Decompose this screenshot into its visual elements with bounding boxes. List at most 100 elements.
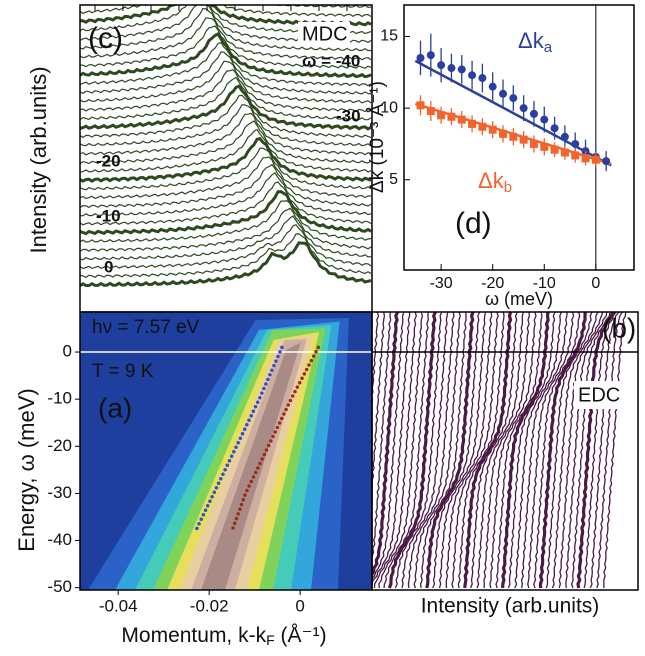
data-point (519, 104, 528, 113)
data-point (468, 119, 477, 128)
mdc-curve (80, 104, 372, 147)
x-tick-label: -20 (481, 275, 504, 292)
edc-curve (501, 312, 550, 589)
edc-label: EDC (578, 384, 620, 406)
energy-label: 0 (104, 257, 113, 276)
y-tick-label: 15 (380, 28, 398, 45)
label-bg (298, 22, 350, 46)
x-tick-label: -0.02 (190, 596, 229, 615)
edc-curve (469, 312, 518, 589)
y-tick-label: 0 (63, 342, 72, 361)
data-point (540, 142, 549, 151)
edc-curve (596, 312, 623, 589)
data-point (529, 109, 538, 118)
mdc-curve (80, 172, 372, 217)
data-point (447, 64, 456, 73)
y-tick-label: 5 (389, 171, 398, 188)
legend-name: Δk (478, 168, 505, 193)
intensity-map (80, 312, 372, 590)
mdc-curve (80, 94, 372, 139)
x-axis-label: ω (meV) (485, 289, 553, 309)
mdc-curve (80, 76, 372, 121)
edc-curve (495, 312, 543, 589)
panel-label: (d) (455, 207, 492, 240)
data-point (457, 115, 466, 124)
x-axis-label: Momentum, k-kF (Å⁻¹) (121, 624, 326, 648)
y-axis-label: Δk (10⁻³ Å⁻¹) (367, 81, 388, 193)
mdc-curve (80, 156, 372, 200)
data-point (591, 155, 600, 164)
mdc-curve (80, 215, 372, 261)
mdc-curve (80, 223, 372, 270)
data-point (478, 122, 487, 131)
data-point (416, 101, 425, 110)
mdc-curve (80, 233, 372, 279)
y-axis-label: Intensity (arb.units) (26, 66, 51, 253)
mdc-curve (80, 69, 372, 113)
edc-curve (373, 312, 417, 589)
data-point (560, 148, 569, 157)
y-tick-label: 10 (380, 99, 398, 116)
edc-curve (401, 312, 449, 589)
edc-curve (520, 312, 568, 589)
mdc-curves (80, 5, 372, 287)
edc-curve (576, 312, 615, 589)
energy-label: -20 (96, 151, 121, 170)
edc-curve (419, 312, 467, 589)
annotation: hν = 7.57 eV (92, 317, 200, 338)
data-point (426, 107, 435, 115)
mdc-curve (80, 163, 372, 209)
edc-curve (425, 312, 475, 589)
data-point (550, 124, 559, 133)
edc-curve (372, 312, 392, 565)
edc-curve (463, 312, 513, 589)
panel-label: (c) (88, 22, 123, 55)
data-point (571, 151, 580, 160)
edc-curve (538, 312, 587, 589)
x-label-part: Momentum, k-k (121, 624, 266, 647)
edc-curve (372, 312, 380, 411)
mdc-curve (80, 120, 372, 165)
edc-curve (372, 312, 411, 586)
edc-curve (570, 312, 611, 589)
y-tick-label: -50 (47, 577, 72, 596)
data-point (478, 74, 487, 83)
dispersion (230, 345, 321, 533)
edc-curve (603, 312, 627, 588)
legend-name: Δk (518, 28, 545, 53)
data-point (540, 115, 549, 124)
fit-line (414, 59, 612, 167)
annotation: T = 9 K (92, 361, 154, 382)
data-point (437, 111, 446, 120)
data-point (416, 54, 425, 62)
edc-curve (558, 312, 604, 589)
dispersion (193, 345, 284, 533)
edc-curve (372, 312, 386, 505)
mdc-curve (80, 137, 372, 183)
edc-curve (565, 312, 608, 589)
edc-curve (372, 312, 400, 578)
edc-curve (489, 312, 537, 589)
data-point (571, 139, 580, 148)
edc-curve (407, 312, 455, 589)
mdc-curve (80, 5, 372, 18)
data-point (488, 125, 497, 134)
mdc-curve (80, 17, 372, 61)
edc-curve (438, 312, 487, 589)
mdc-curve (80, 190, 372, 236)
data-point (457, 65, 466, 74)
energy-label: -30 (336, 106, 361, 125)
edc-curve (583, 312, 617, 589)
label-bg (574, 381, 626, 409)
edc-curve (445, 312, 493, 589)
x-label-sub: F (266, 632, 275, 648)
mdc-curve (80, 207, 372, 252)
energy-label: ω = -40 (302, 51, 360, 70)
edc-curve (451, 312, 499, 589)
y-tick-label: -10 (47, 389, 72, 408)
data-point (499, 89, 508, 98)
edc-curve (387, 312, 437, 589)
y-tick-label: -30 (47, 483, 72, 502)
mdc-curve (80, 32, 372, 79)
